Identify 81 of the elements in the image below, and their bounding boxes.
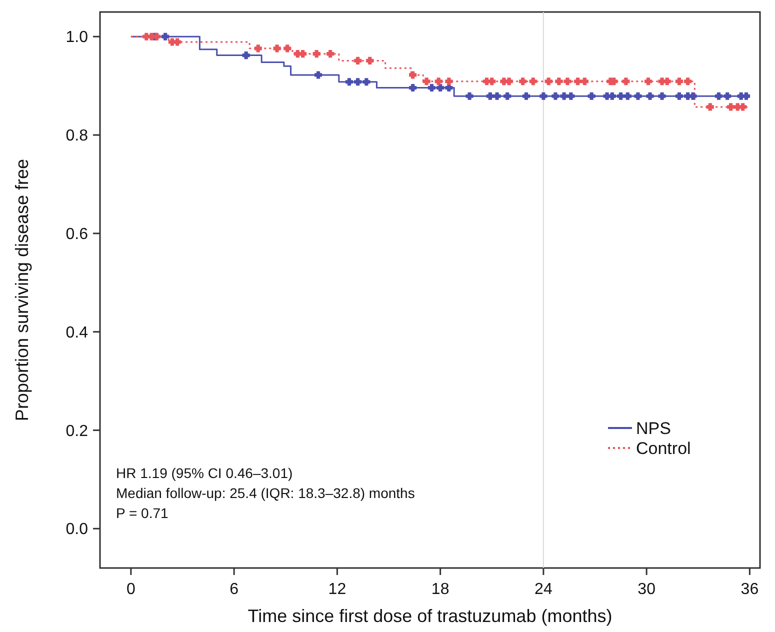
x-tick-label: 0 <box>126 581 136 598</box>
point <box>675 78 684 86</box>
legend-label: NPS <box>636 418 671 438</box>
point <box>345 78 354 86</box>
point <box>726 103 735 111</box>
point <box>624 92 632 100</box>
point <box>724 92 732 100</box>
point <box>434 78 442 86</box>
point <box>742 92 750 100</box>
point <box>436 84 444 92</box>
annotation: HR 1.19 (95% CI 0.46–3.01) <box>116 465 293 481</box>
point <box>422 78 430 86</box>
point <box>555 78 563 86</box>
point <box>362 78 370 86</box>
point <box>466 92 474 100</box>
point <box>567 92 575 100</box>
point <box>739 103 747 111</box>
point <box>689 92 697 100</box>
legend-label: Control <box>636 438 691 458</box>
point <box>254 44 262 52</box>
point <box>354 78 362 86</box>
y-tick-label: 0.4 <box>66 324 88 342</box>
point <box>354 56 362 64</box>
point <box>522 92 530 100</box>
point <box>409 84 417 92</box>
y-tick-label: 0.6 <box>66 226 88 244</box>
y-tick-label: 0.8 <box>66 128 88 145</box>
point <box>675 92 684 100</box>
point <box>552 92 560 100</box>
point <box>519 78 527 86</box>
x-axis-title: Time since first dose of trastuzumab (months) <box>248 606 612 626</box>
point <box>505 78 513 86</box>
point <box>504 92 512 100</box>
point <box>714 92 723 100</box>
point <box>644 78 652 86</box>
point <box>560 92 568 100</box>
x-tick-label: 36 <box>740 581 759 598</box>
y-tick-label: 0.0 <box>66 521 88 538</box>
point <box>326 50 334 58</box>
point <box>540 92 548 100</box>
x-tick-label: 30 <box>638 581 656 598</box>
point <box>706 103 714 111</box>
point <box>486 92 494 100</box>
x-tick-label: 12 <box>328 581 346 598</box>
x-tick-label: 24 <box>534 581 552 598</box>
point <box>284 44 292 52</box>
point <box>663 78 671 86</box>
point <box>312 50 320 58</box>
point <box>622 78 630 86</box>
point <box>174 38 182 46</box>
y-axis-title: Proportion surviving disease free <box>12 158 32 422</box>
point <box>493 92 501 100</box>
y-tick-label: 0.2 <box>66 422 88 440</box>
point <box>616 92 625 100</box>
point <box>564 78 572 86</box>
point <box>634 92 642 100</box>
point <box>299 50 307 58</box>
annotation: P = 0.71 <box>116 505 168 521</box>
point <box>684 78 692 86</box>
point <box>488 78 496 86</box>
point <box>314 71 322 79</box>
point <box>574 78 582 86</box>
point <box>409 71 417 79</box>
point <box>242 52 250 60</box>
point <box>273 44 281 52</box>
point <box>445 78 453 86</box>
point <box>646 92 654 100</box>
point <box>544 78 552 86</box>
point <box>366 56 374 64</box>
point <box>658 92 666 100</box>
point <box>588 92 596 100</box>
y-tick-label: 1.0 <box>66 29 88 46</box>
x-tick-label: 6 <box>230 581 239 598</box>
annotation: Median follow-up: 25.4 (IQR: 18.3–32.8) months <box>116 485 415 501</box>
point <box>608 92 616 100</box>
point <box>580 78 588 86</box>
point <box>428 84 436 92</box>
x-tick-label: 18 <box>431 581 450 598</box>
point <box>529 78 537 86</box>
point <box>445 84 453 92</box>
point <box>162 32 170 40</box>
